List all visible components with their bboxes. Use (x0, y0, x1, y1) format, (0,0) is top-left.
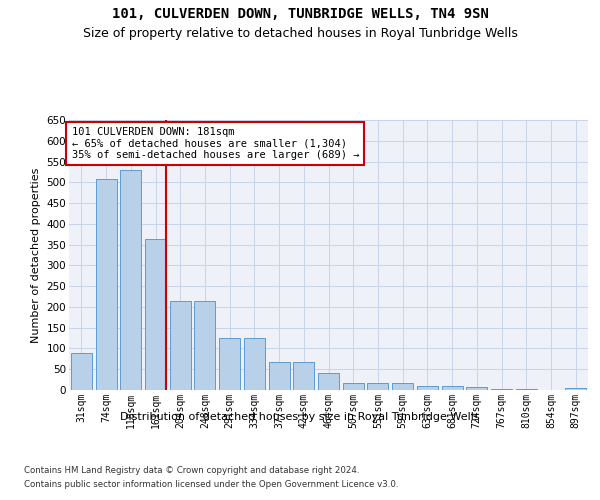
Bar (466, 387, 487, 390)
Bar (170, 300, 191, 390)
Text: 101, CULVERDEN DOWN, TUNBRIDGE WELLS, TN4 9SN: 101, CULVERDEN DOWN, TUNBRIDGE WELLS, TN… (112, 8, 488, 22)
Bar (318, 372, 339, 390)
Bar (269, 362, 290, 390)
Bar (417, 386, 438, 390)
Bar (442, 386, 463, 390)
Bar (244, 338, 265, 390)
Text: 101 CULVERDEN DOWN: 181sqm
← 65% of detached houses are smaller (1,304)
35% of s: 101 CULVERDEN DOWN: 181sqm ← 65% of deta… (71, 126, 359, 160)
Bar (145, 239, 166, 390)
Text: Contains HM Land Registry data © Crown copyright and database right 2024.: Contains HM Land Registry data © Crown c… (24, 466, 359, 475)
Text: Distribution of detached houses by size in Royal Tunbridge Wells: Distribution of detached houses by size … (120, 412, 480, 422)
Text: Size of property relative to detached houses in Royal Tunbridge Wells: Size of property relative to detached ho… (83, 28, 517, 40)
Y-axis label: Number of detached properties: Number of detached properties (31, 168, 41, 342)
Bar (516, 389, 537, 390)
Bar (95, 180, 116, 390)
Bar (71, 354, 92, 390)
Bar (293, 362, 314, 390)
Bar (367, 382, 388, 390)
Bar (392, 382, 413, 390)
Bar (565, 388, 586, 390)
Bar (491, 389, 512, 390)
Bar (219, 338, 240, 390)
Bar (343, 382, 364, 390)
Text: Contains public sector information licensed under the Open Government Licence v3: Contains public sector information licen… (24, 480, 398, 489)
Bar (194, 300, 215, 390)
Bar (120, 170, 141, 390)
